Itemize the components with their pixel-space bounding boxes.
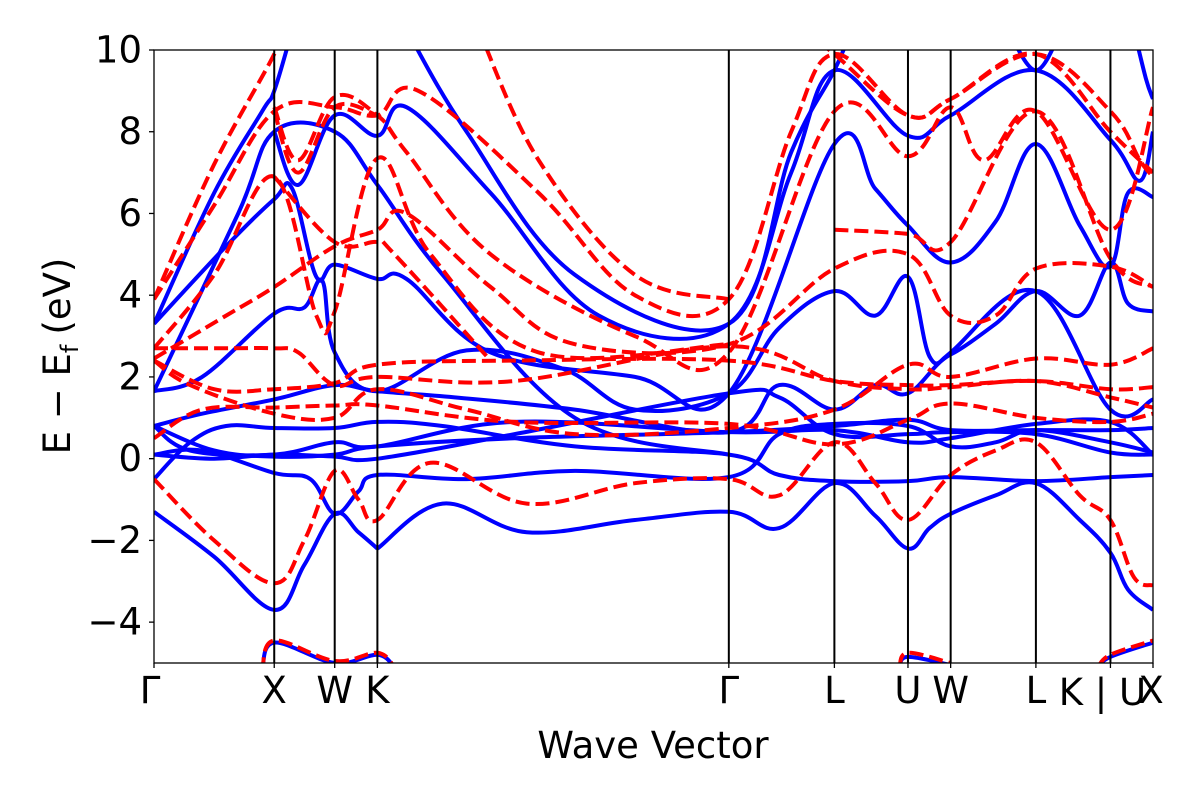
spin-up-band-11 — [154, 50, 289, 325]
spin-up-band-2 — [154, 419, 1153, 484]
x-tick-label: Γ — [140, 669, 161, 712]
series-spin-up — [154, 50, 1153, 663]
spin-down-band-15 — [261, 638, 394, 663]
y-axis-label: E − Ef (eV) — [36, 258, 84, 455]
y-axis-label-main: E − E — [36, 353, 79, 454]
spin-up-band-0 — [154, 510, 379, 612]
plot-frame — [153, 49, 1154, 664]
spin-up-band-10 — [154, 120, 730, 457]
spin-down-band-13 — [826, 50, 1153, 175]
x-axis-label: Wave Vector — [537, 724, 769, 767]
spin-up-band-1 — [376, 480, 1153, 612]
spin-down-band-3 — [154, 344, 1153, 410]
x-tick-label: X — [1138, 669, 1163, 712]
spin-down-band-6 — [154, 155, 729, 361]
spin-down-band-16 — [898, 650, 952, 663]
x-tick-label: L — [824, 669, 845, 712]
spin-up-band-15 — [1136, 50, 1153, 100]
x-tick-label: W — [932, 669, 969, 712]
spin-down-band-5 — [154, 208, 1153, 361]
bands-layer — [154, 50, 1153, 663]
y-tick-label: 2 — [118, 355, 142, 398]
y-axis-label-sub: f — [56, 344, 84, 353]
spin-up-band-5 — [154, 387, 1153, 463]
spin-up-band-16 — [261, 640, 394, 663]
spin-down-band-1 — [154, 401, 1153, 447]
x-tick-label: L — [1026, 669, 1047, 712]
x-tick-label: K | U — [1059, 671, 1146, 714]
spin-down-band-12 — [484, 50, 730, 302]
spin-up-band-7 — [154, 287, 1153, 435]
y-tick-label: 4 — [118, 274, 142, 317]
series-spin-down — [154, 50, 1153, 663]
x-tick-label: K — [365, 669, 391, 712]
y-axis-ticks: −4 −2 0 2 4 6 8 10 — [87, 29, 154, 644]
x-tick-label: X — [262, 669, 287, 712]
y-tick-label: 0 — [118, 437, 142, 480]
spin-up-band-13 — [415, 50, 846, 333]
x-tick-label: Γ — [719, 669, 740, 712]
spin-down-band-8 — [154, 50, 279, 301]
spin-down-band-2 — [154, 356, 1153, 394]
spin-down-band-17 — [1098, 638, 1153, 663]
spin-down-band-0 — [154, 437, 1153, 588]
y-tick-label: −2 — [87, 519, 142, 562]
y-tick-label: 6 — [118, 192, 142, 235]
high-symmetry-lines — [273, 50, 1112, 663]
y-tick-label: 10 — [95, 29, 142, 72]
x-tick-label: U — [894, 669, 921, 712]
y-tick-label: 8 — [118, 110, 142, 153]
spin-up-band-9 — [154, 131, 1153, 412]
x-tick-label: W — [316, 669, 353, 712]
y-tick-label: −4 — [87, 601, 142, 644]
spin-down-band-4 — [154, 346, 1153, 438]
spin-down-band-11 — [272, 101, 379, 175]
y-axis-label-unit: (eV) — [36, 258, 79, 335]
spin-up-band-3 — [154, 420, 1153, 516]
svg-text:E − Ef(eV): E − Ef (eV) — [36, 258, 84, 455]
spin-down-band-7 — [154, 52, 1153, 318]
